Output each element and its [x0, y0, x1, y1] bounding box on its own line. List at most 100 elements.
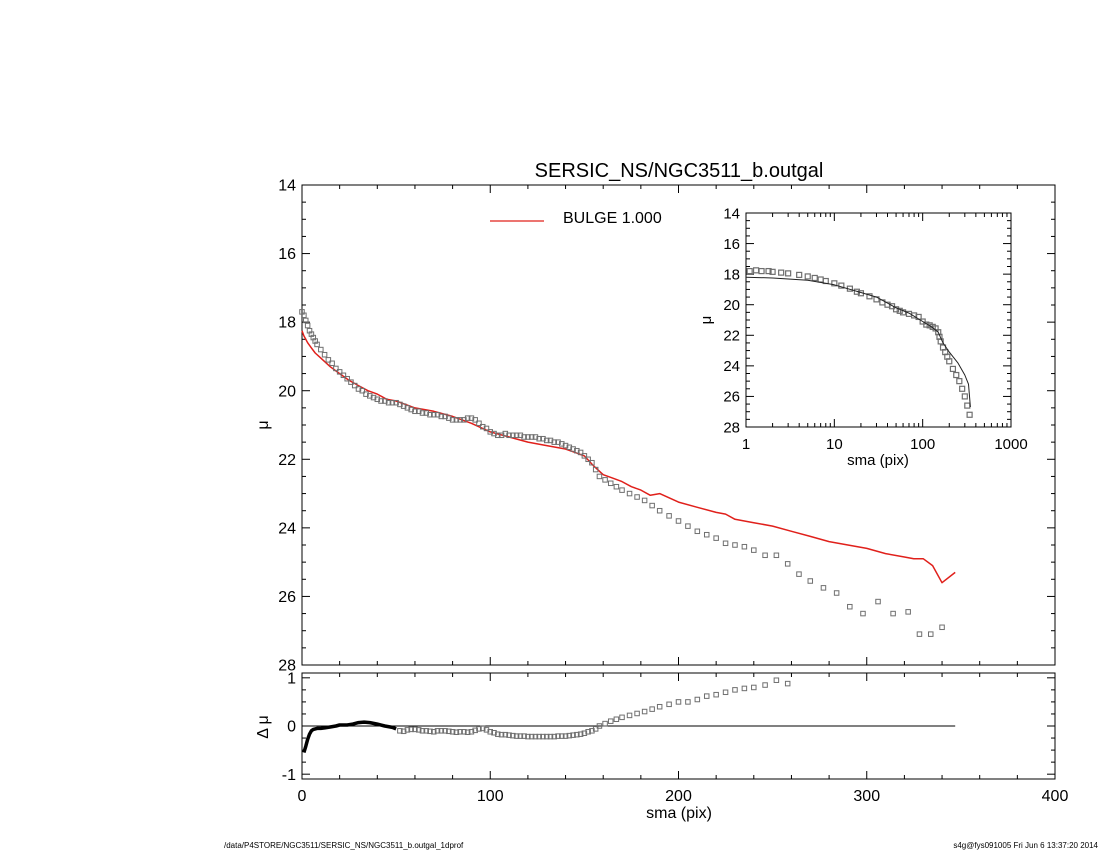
inset-y-tick-label: 26 — [723, 389, 740, 406]
residual-data-point — [495, 731, 501, 737]
main-data-point — [589, 459, 595, 466]
residual-data-point — [596, 723, 603, 729]
residual-data-point — [510, 732, 516, 739]
residual-data-point — [626, 712, 633, 719]
main-data-point — [592, 466, 599, 473]
main-data-point — [875, 598, 881, 605]
residual-data-point — [453, 729, 460, 736]
main-data-point — [939, 624, 945, 631]
inset-data-point — [923, 321, 930, 328]
footer-user-timestamp: s4g@fys091005 Fri Jun 6 13:37:20 2014 — [953, 841, 1098, 850]
residual-data-point — [619, 714, 625, 721]
residual-data-point — [732, 687, 738, 693]
main-data-point — [412, 408, 418, 415]
residual-data-point — [506, 732, 512, 738]
inset-data-point — [964, 402, 971, 409]
main-data-point — [732, 542, 738, 548]
main-data-point — [566, 444, 573, 451]
main-data-point — [325, 357, 332, 363]
inset-data-point — [949, 365, 957, 373]
main-data-point — [820, 585, 827, 591]
main-data-point — [555, 439, 561, 445]
residual-y-axis-label: Δ μ — [255, 715, 272, 738]
main-data-point — [427, 411, 433, 418]
inset-data-point — [866, 293, 873, 300]
main-data-point — [423, 410, 429, 416]
main-data-point — [528, 434, 535, 440]
main-plot-frame — [301, 184, 1056, 666]
inset-data-point — [959, 385, 966, 392]
main-data-point — [498, 432, 505, 439]
inset-data-point — [785, 270, 792, 277]
main-data-point — [370, 394, 377, 401]
residual-data-point — [408, 726, 414, 733]
footer-file-path: /data/P4STORE/NGC3511/SERSIC_NS/NGC3511_… — [224, 841, 464, 850]
inset-data-point — [796, 271, 803, 279]
inset-data-point — [953, 371, 960, 379]
main-data-point — [348, 379, 354, 385]
main-data-point — [626, 490, 633, 497]
main-data-point — [762, 552, 768, 559]
residual-x-tick-label: 400 — [1042, 788, 1069, 805]
inset-data-point — [769, 268, 776, 275]
main-data-point — [570, 446, 576, 452]
residual-data-point — [434, 728, 441, 734]
main-data-point — [468, 415, 475, 421]
residual-data-point — [502, 731, 509, 738]
residual-data-point — [446, 728, 452, 735]
residual-data-point — [442, 728, 448, 734]
main-data-point — [928, 631, 934, 637]
residual-data-point — [741, 685, 748, 692]
main-data-point — [363, 391, 369, 397]
main-data-point — [860, 610, 866, 617]
main-data-point — [656, 507, 663, 514]
inset-data-point — [758, 267, 765, 275]
main-data-point — [442, 413, 448, 420]
residual-data-point — [397, 728, 403, 734]
main-data-point — [847, 603, 853, 610]
main-data-point — [464, 415, 471, 421]
inset-data-point — [746, 267, 753, 275]
legend: BULGE 1.000 — [490, 210, 662, 227]
main-data-point — [336, 369, 343, 375]
main-data-point — [551, 439, 558, 445]
inset-x-tick-label: 1000 — [994, 436, 1027, 453]
residual-data-point — [581, 730, 588, 736]
main-data-point — [382, 398, 388, 404]
inset-data-point — [946, 358, 953, 365]
main-data-point — [577, 449, 584, 456]
main-data-point — [479, 423, 486, 430]
inset-axis-ticks: 1 10 100 1000 14 16 18 20 22 24 26 28 — [723, 205, 1027, 453]
main-data-point — [521, 434, 527, 440]
residual-data-point — [498, 731, 505, 738]
residual-data-point — [423, 728, 429, 734]
inset-x-tick-label: 100 — [910, 436, 935, 453]
residual-data-point — [491, 729, 497, 736]
main-data-point — [517, 432, 524, 439]
residual-data-point — [431, 729, 437, 735]
main-y-tick-label: 26 — [278, 589, 296, 606]
residual-data-point — [784, 680, 791, 687]
main-data-point — [510, 432, 516, 439]
residual-data-point — [602, 720, 608, 727]
main-data-point — [453, 417, 460, 423]
main-data-point — [304, 322, 311, 329]
inset-data-point — [811, 274, 818, 282]
main-data-point — [703, 531, 710, 538]
main-data-point — [431, 411, 437, 418]
main-series-line-0 — [301, 330, 956, 584]
inset-data-point — [817, 276, 824, 283]
main-data-point — [543, 437, 550, 444]
inset-data-point — [956, 378, 963, 385]
residual-data-point — [574, 731, 580, 738]
residual-data-point — [532, 733, 539, 740]
main-data-point — [559, 441, 565, 447]
main-data-point — [495, 432, 501, 439]
main-data-point — [434, 411, 441, 418]
residual-data-point — [547, 733, 554, 740]
residual-data-point — [543, 733, 550, 740]
main-y-tick-label: 14 — [278, 178, 296, 195]
residual-y-tick-label: 0 — [287, 719, 296, 736]
residual-data-point — [562, 733, 569, 739]
main-data-point — [675, 518, 682, 524]
